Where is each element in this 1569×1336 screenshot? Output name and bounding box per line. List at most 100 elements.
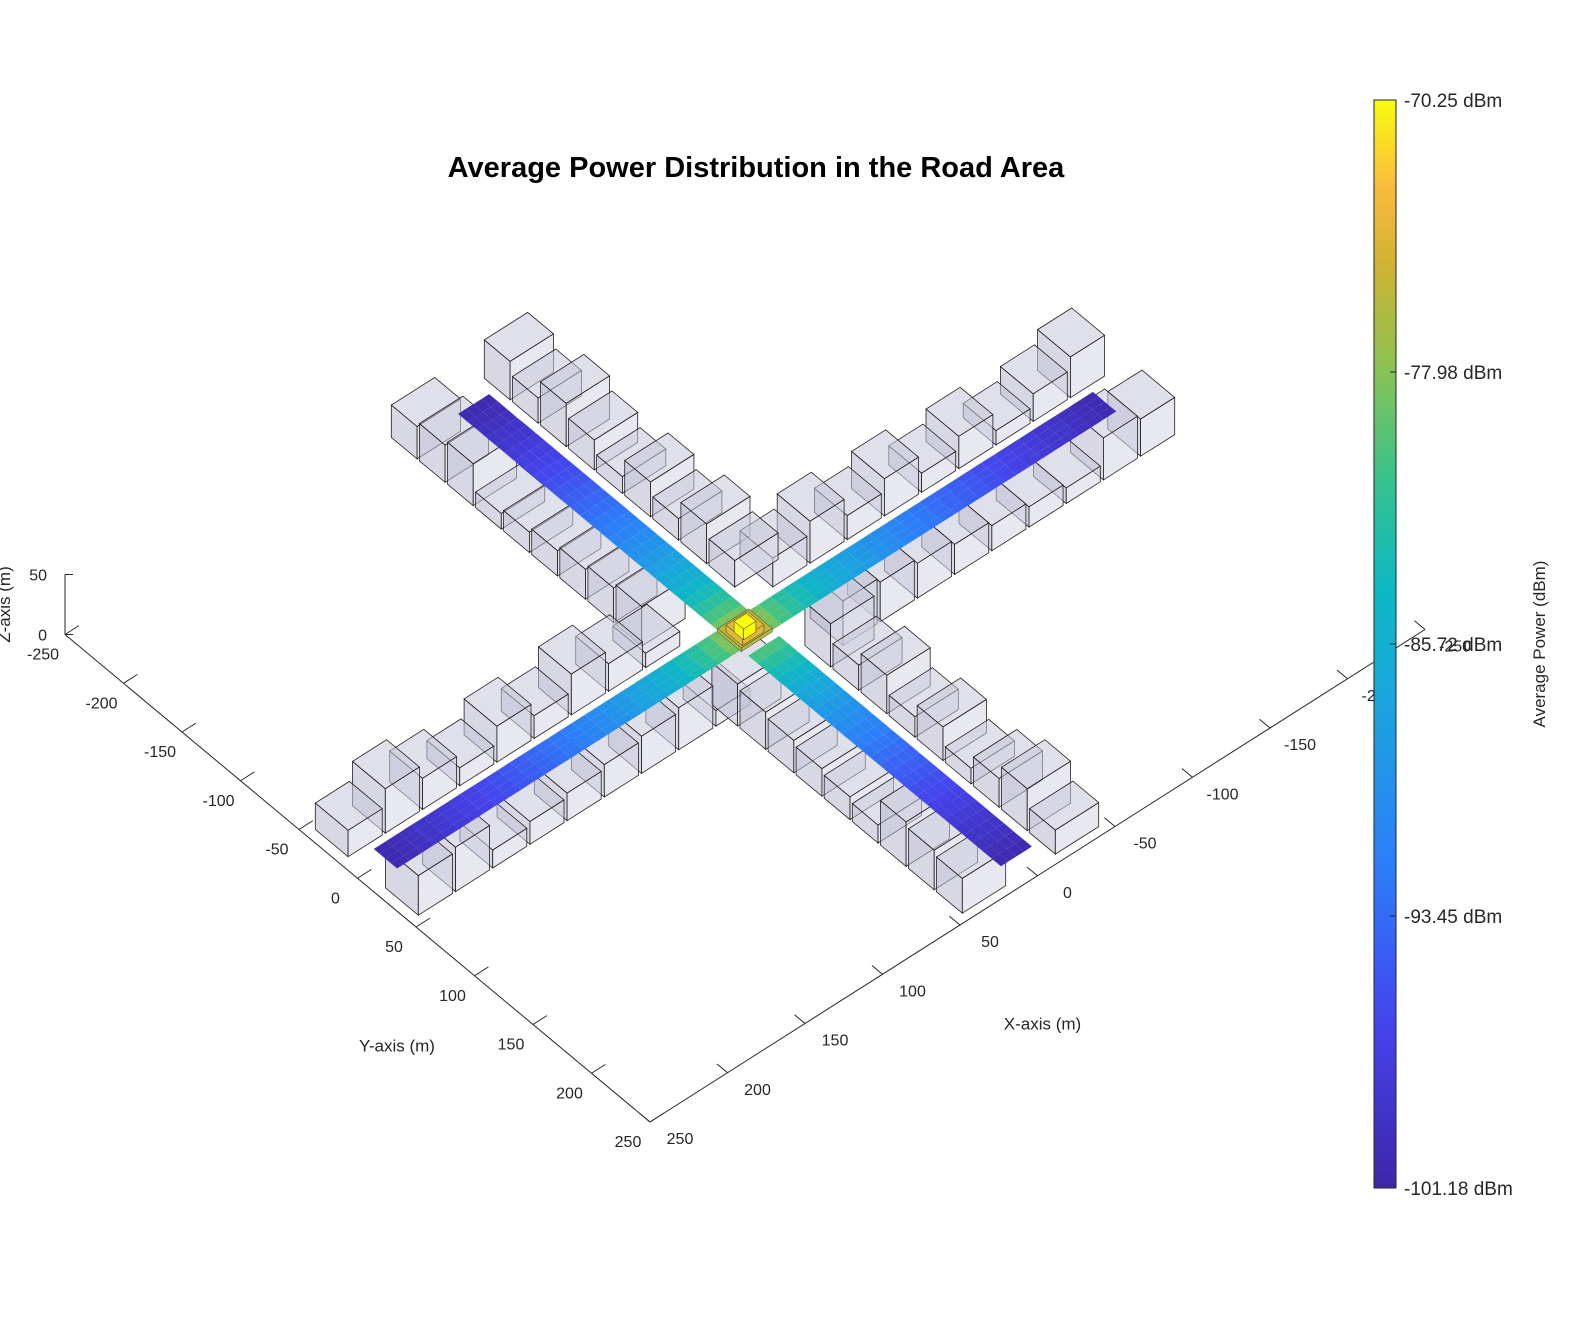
road-power-cell — [949, 784, 967, 797]
road-power-cell — [671, 575, 689, 589]
colorbar-tick-label: -70.25 dBm — [1404, 91, 1502, 112]
building-roof — [426, 718, 495, 769]
road-power-cell — [590, 712, 609, 725]
building-roof — [483, 311, 555, 362]
road-power-cell — [987, 459, 1006, 473]
road-power-cell — [802, 684, 820, 698]
road-power-cell — [810, 679, 828, 693]
road-power-cell — [589, 518, 607, 531]
road-power-cell — [658, 677, 677, 691]
road-power-cell — [850, 564, 869, 577]
road-power-cell — [807, 565, 826, 578]
road-power-cell — [529, 445, 547, 459]
road-power-cell — [624, 536, 642, 550]
road-power-cell — [977, 807, 995, 821]
road-power-cell — [481, 394, 499, 407]
road-power-cell — [1030, 423, 1050, 437]
road-power-cell — [542, 479, 560, 492]
road-power-cell — [662, 567, 680, 581]
road-power-cell — [918, 512, 937, 525]
road-power-cell — [844, 559, 863, 572]
road-power-cell — [453, 816, 472, 830]
road-power-cell — [863, 538, 882, 552]
x-tick-label: 0 — [1063, 885, 1072, 902]
road-power-cell — [807, 582, 826, 596]
road-power-cell — [522, 746, 541, 760]
road-power-cell — [818, 675, 836, 688]
road-power-cell — [860, 744, 878, 758]
road-power-cell — [1018, 431, 1037, 445]
road-power-cell — [635, 557, 653, 570]
road-power-cell — [404, 830, 423, 843]
road-power-cell — [952, 809, 970, 823]
road-power-cell — [701, 611, 719, 625]
road-power-cell — [905, 770, 923, 784]
road-power-cell — [906, 519, 925, 533]
road-power-cell — [907, 783, 925, 797]
road-power-cell — [473, 399, 491, 412]
y-tick-mark — [649, 1112, 665, 1123]
road-power-cell — [679, 570, 697, 584]
road-power-cell — [509, 772, 528, 785]
x-tick-mark — [1414, 620, 1426, 630]
road-power-cell — [804, 697, 822, 711]
road-power-cell — [812, 587, 832, 601]
road-power-cell — [763, 601, 783, 615]
road-power-cell — [830, 708, 848, 721]
road-power-cell — [902, 745, 920, 758]
road-power-cell — [615, 528, 633, 542]
y-tick-mark — [357, 868, 372, 879]
road-power-cell — [676, 674, 695, 688]
building-roof — [1107, 369, 1176, 420]
road-power-cell — [716, 601, 734, 615]
road-power-cell — [874, 548, 894, 562]
road-power-cell — [572, 715, 591, 728]
road-power-cell — [858, 731, 876, 745]
road-power-cell — [1085, 414, 1104, 428]
road-power-cell — [504, 447, 522, 461]
road-power-cell — [982, 845, 1000, 859]
z-axis-label: Z-axis (m) — [0, 566, 14, 642]
x-tick-mark — [1026, 866, 1038, 877]
road-power-cell — [579, 510, 597, 524]
road-power-cell — [551, 486, 569, 500]
building-roof — [813, 466, 882, 517]
road-power-cell — [706, 581, 724, 595]
road-power-cell — [950, 796, 968, 810]
road-power-cell — [823, 713, 841, 726]
road-power-cell — [932, 781, 950, 794]
road-power-cell — [577, 737, 596, 751]
road-power-cell — [869, 752, 887, 765]
road-power-cell — [645, 685, 665, 699]
road-power-cell — [441, 806, 460, 820]
road-power-cell — [894, 510, 913, 523]
road-power-cell — [913, 765, 931, 779]
road-power-cell — [490, 401, 508, 415]
road-power-cell — [800, 595, 819, 609]
y-tick-mark — [240, 771, 255, 782]
road-power-cell — [671, 652, 690, 665]
road-power-cell — [919, 494, 938, 508]
road-power-cell — [887, 540, 906, 554]
road-power-cell — [465, 808, 484, 822]
road-power-cell — [649, 534, 667, 548]
road-power-cell — [801, 578, 820, 591]
road-power-cell — [790, 651, 808, 665]
road-power-cell — [782, 581, 802, 594]
road-power-cell — [949, 483, 969, 497]
road-power-cell — [593, 487, 611, 501]
road-power-cell — [391, 855, 410, 869]
building — [916, 677, 988, 762]
building-roof — [389, 728, 458, 779]
road-power-cell — [1055, 407, 1074, 421]
road-power-cell — [857, 718, 875, 732]
road-power-cell — [476, 424, 494, 438]
road-power-cell — [940, 776, 958, 790]
road-power-cell — [658, 659, 678, 673]
road-power-cell — [495, 440, 513, 453]
road-power-cell — [785, 681, 803, 695]
building-roof — [916, 677, 988, 728]
road-power-cell — [547, 730, 566, 744]
y-tick-label: -200 — [85, 695, 117, 712]
road-power-cell — [410, 835, 429, 848]
